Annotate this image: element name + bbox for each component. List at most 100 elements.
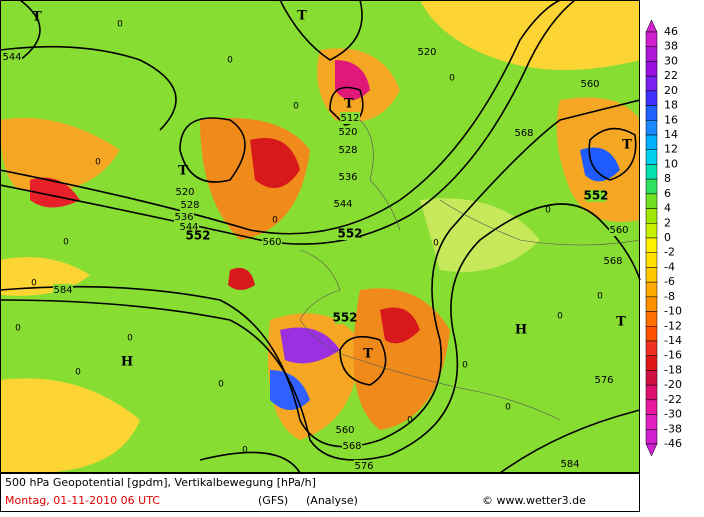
contour-label: 536 <box>338 172 357 183</box>
contour-lines <box>0 0 641 474</box>
contour-label: 584 <box>53 285 72 296</box>
contour-label-bg <box>340 112 360 124</box>
legend-label: -18 <box>664 363 682 376</box>
legend-band <box>645 311 658 327</box>
legend-band <box>645 164 658 180</box>
zero-label: 0 <box>407 416 413 426</box>
zero-label: 0 <box>433 239 439 249</box>
contour-label: 568 <box>342 441 361 452</box>
legend-label: 38 <box>664 40 678 53</box>
contour-label-bg <box>514 127 534 139</box>
legend-band <box>645 267 658 283</box>
contour-label: 552 <box>583 189 608 203</box>
legend-label: 20 <box>664 84 678 97</box>
legend-band <box>645 193 658 209</box>
contour-label: 560 <box>580 79 599 90</box>
contour-label-bg <box>580 78 600 90</box>
contour-label-bg <box>175 186 195 198</box>
footer-run: (Analyse) <box>306 494 358 507</box>
legend-band <box>645 75 658 92</box>
contour-label: 560 <box>262 237 281 248</box>
contour-label-bg <box>603 255 623 267</box>
contour-label: 512 <box>340 113 359 124</box>
contour-label-bg <box>354 460 374 472</box>
zero-label: 0 <box>127 334 133 344</box>
zero-label: 0 <box>293 102 299 112</box>
legend-label: -2 <box>664 246 675 259</box>
contour-label: 568 <box>603 256 622 267</box>
contour-label: 520 <box>338 127 357 138</box>
legend-label: 46 <box>664 25 678 38</box>
map-frame <box>0 0 640 473</box>
legend-label: 8 <box>664 172 671 185</box>
zero-label: 0 <box>63 238 69 248</box>
zero-label: 0 <box>505 403 511 413</box>
legend-label: 12 <box>664 143 678 156</box>
contour-label-bg <box>174 211 194 223</box>
contour-label-bg <box>335 312 355 324</box>
pressure-center: H <box>515 323 527 338</box>
contour-label-bg <box>180 199 200 211</box>
zero-label: 0 <box>227 56 233 66</box>
zero-label: 0 <box>557 312 563 322</box>
pressure-center: H <box>121 355 133 370</box>
pressure-center: T <box>616 315 626 330</box>
legend-band <box>645 370 658 386</box>
zero-label: 0 <box>95 158 101 168</box>
legend-label: -46 <box>664 437 682 450</box>
contour-label: 528 <box>338 145 357 156</box>
pressure-center: T <box>622 138 632 153</box>
contour-label-bg <box>262 236 282 248</box>
contour-label: 560 <box>609 225 628 236</box>
legend-band <box>645 134 658 150</box>
legend-band <box>645 252 658 268</box>
legend-label: -30 <box>664 408 682 421</box>
legend-band <box>645 384 658 401</box>
zero-label: 0 <box>462 361 468 371</box>
legend-band <box>645 90 658 106</box>
contour-label-bg <box>188 230 208 242</box>
coastlines <box>299 119 641 421</box>
contour-label-bg <box>338 126 358 138</box>
legend-label: 0 <box>664 231 671 244</box>
contour-label: 536 <box>174 212 193 223</box>
zero-label: 0 <box>31 279 37 289</box>
legend-band <box>645 149 658 165</box>
legend-band <box>645 399 658 415</box>
pressure-center: T <box>344 97 354 112</box>
contour-label-bg <box>417 46 437 58</box>
contour-label-bg <box>594 374 614 386</box>
legend-band <box>645 31 658 47</box>
contour-label: 552 <box>332 311 357 325</box>
contour-label-bg <box>342 440 362 452</box>
contour-label: 584 <box>560 459 579 470</box>
contour-label: 552 <box>185 229 210 243</box>
contour-label: 576 <box>594 375 613 386</box>
legend-band <box>645 296 658 312</box>
contour-label-bg <box>586 190 606 202</box>
legend-band <box>645 208 658 224</box>
zero-label: 0 <box>545 206 551 216</box>
legend-band <box>645 340 658 356</box>
legend-label: -12 <box>664 319 682 332</box>
legend-label: -22 <box>664 393 682 406</box>
legend-label: -6 <box>664 275 675 288</box>
contour-label: 528 <box>180 200 199 211</box>
zero-label: 0 <box>449 74 455 84</box>
legend-label: -38 <box>664 422 682 435</box>
footer-title: 500 hPa Geopotential [gpdm], Vertikalbew… <box>5 476 316 489</box>
legend-label: 10 <box>664 157 678 170</box>
contour-label-bg <box>560 458 580 470</box>
legend-label: -20 <box>664 378 682 391</box>
legend-band <box>645 178 658 195</box>
legend-label: -4 <box>664 260 675 273</box>
legend-label: -16 <box>664 349 682 362</box>
legend-label: 4 <box>664 202 671 215</box>
motion-patches <box>0 0 640 473</box>
legend-band <box>645 46 658 62</box>
contour-label: 544 <box>2 52 21 63</box>
legend-band <box>645 61 658 77</box>
pressure-center: T <box>363 347 373 362</box>
legend-band <box>645 355 658 371</box>
